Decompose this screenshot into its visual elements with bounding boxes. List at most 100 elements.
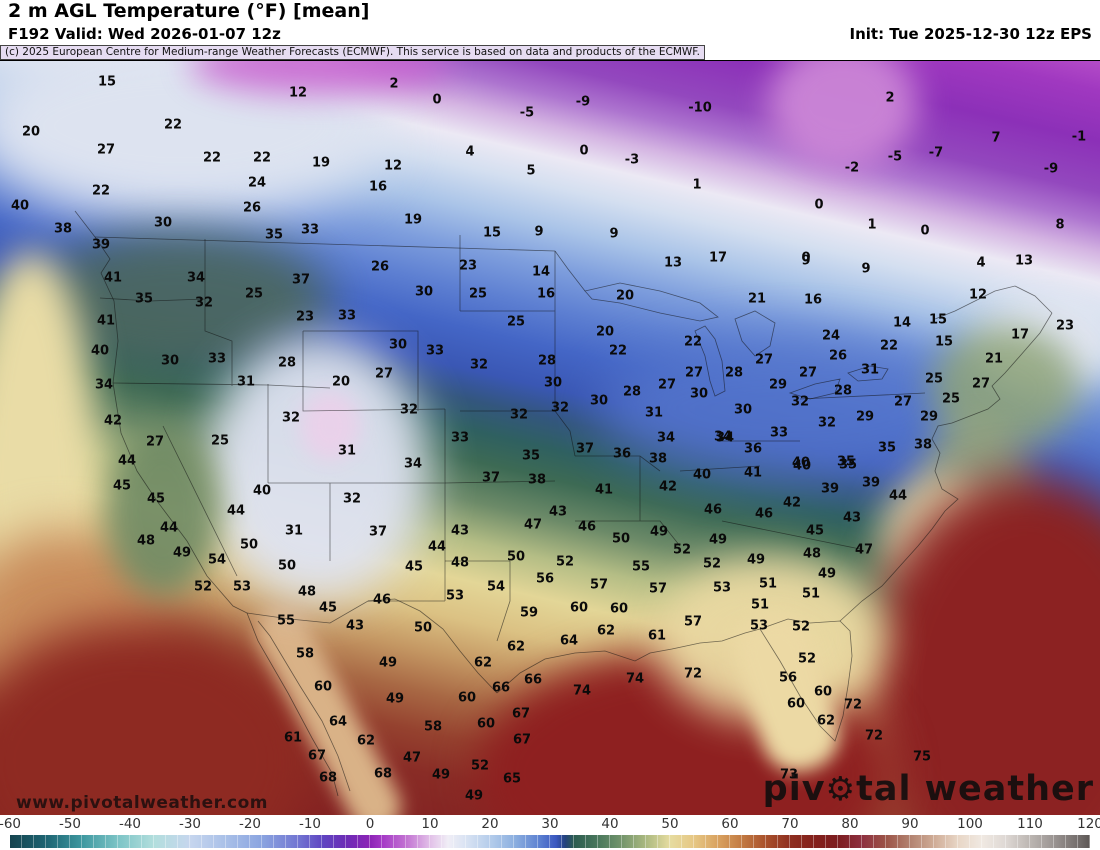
temperature-label: 58	[295, 646, 315, 662]
temperature-label: 0	[814, 197, 824, 213]
logo-prefix: piv	[762, 769, 826, 809]
temperature-label: 55	[631, 559, 651, 575]
temperature-label: 27	[971, 376, 991, 392]
temperature-label: 49	[746, 552, 766, 568]
temperature-label: 36	[612, 446, 632, 462]
colorbar-tick-label: -40	[118, 816, 142, 832]
temperature-label: 54	[486, 579, 506, 595]
temperature-label: 43	[842, 510, 862, 526]
temperature-label: 31	[860, 362, 880, 378]
temperature-label: 38	[53, 221, 73, 237]
temperature-label: 45	[318, 600, 338, 616]
colorbar-tick-label: 100	[957, 816, 983, 832]
temperature-label: 40	[10, 198, 30, 214]
temperature-label: 66	[523, 672, 543, 688]
temperature-label: 0	[432, 92, 442, 108]
temperature-label: 48	[136, 533, 156, 549]
temperature-label: 52	[797, 651, 817, 667]
temperature-label: 46	[703, 502, 723, 518]
temperature-label: 31	[337, 443, 357, 459]
temperature-label: 72	[683, 666, 703, 682]
temperature-label: 40	[90, 343, 110, 359]
temperature-label: 36	[743, 441, 763, 457]
temperature-label: 39	[820, 481, 840, 497]
copyright-bar: (c) 2025 European Centre for Medium-rang…	[0, 45, 705, 60]
temperature-label: 49	[817, 566, 837, 582]
temperature-label: 2	[389, 76, 399, 92]
temperature-label: 54	[207, 552, 227, 568]
temperature-label: 58	[423, 719, 443, 735]
temperature-label: 16	[368, 179, 388, 195]
temperature-label: -10	[688, 100, 712, 116]
colorbar-tick-label: 90	[901, 816, 919, 832]
temperature-label: 68	[373, 766, 393, 782]
temperature-label: 73	[779, 767, 799, 783]
temperature-label: 43	[548, 504, 568, 520]
temperature-label: 56	[535, 571, 555, 587]
temperature-label: 4	[465, 144, 475, 160]
temperature-label: 59	[519, 605, 539, 621]
temperature-label: 51	[750, 597, 770, 613]
temperature-label: 52	[193, 579, 213, 595]
temperature-label: 26	[242, 200, 262, 216]
colorbar-tick-label: 0	[365, 816, 375, 832]
temperature-label: 57	[589, 577, 609, 593]
temperature-label: 45	[805, 523, 825, 539]
temperature-label: 52	[555, 554, 575, 570]
colorbar-tick-label: -60	[0, 816, 22, 832]
temperature-label: 41	[103, 270, 123, 286]
temperature-label: 35	[134, 291, 154, 307]
temperature-label: 33	[337, 308, 357, 324]
temperature-label: 53	[232, 579, 252, 595]
temperature-label: 57	[683, 614, 703, 630]
temperature-label: 27	[96, 142, 116, 158]
temperature-label: 27	[754, 352, 774, 368]
temperature-label: 28	[277, 355, 297, 371]
temperature-label: 32	[399, 402, 419, 418]
temperature-label: 60	[313, 679, 333, 695]
temperature-label: 31	[236, 374, 256, 390]
temperature-label: 15	[934, 334, 954, 350]
temperature-label: 28	[622, 384, 642, 400]
temperature-label: 62	[816, 713, 836, 729]
temperature-label: 62	[596, 623, 616, 639]
temperature-label: 52	[791, 619, 811, 635]
temperature-label: 17	[1010, 327, 1030, 343]
temperature-label: 60	[813, 684, 833, 700]
colorbar-tick-label: 80	[841, 816, 859, 832]
temperature-label: 67	[511, 706, 531, 722]
temperature-label: 25	[244, 286, 264, 302]
temperature-label: 37	[368, 524, 388, 540]
temperature-label: 28	[833, 383, 853, 399]
temperature-label: 9	[861, 261, 871, 277]
temperature-label: 28	[724, 365, 744, 381]
temperature-label: 45	[146, 491, 166, 507]
temperature-label: 9	[534, 224, 544, 240]
temperature-label: 32	[194, 295, 214, 311]
temperature-label: 40	[792, 458, 812, 474]
temperature-label: 12	[383, 158, 403, 174]
temperature-label: 37	[575, 441, 595, 457]
temperature-label: 21	[747, 291, 767, 307]
temperature-label: 46	[754, 506, 774, 522]
temperature-label: 41	[743, 465, 763, 481]
temperature-label: 1	[692, 177, 702, 193]
temperature-label: 67	[512, 732, 532, 748]
temperature-label: -5	[887, 149, 903, 165]
temperature-label: 27	[893, 394, 913, 410]
temperature-label: 35	[521, 448, 541, 464]
temperature-label: -2	[844, 160, 860, 176]
colorbar-tick-label: -50	[58, 816, 82, 832]
temperature-label: 27	[374, 366, 394, 382]
temperature-label: 27	[684, 365, 704, 381]
temperature-label: 22	[683, 334, 703, 350]
temperature-label: 49	[385, 691, 405, 707]
temperature-label: 15	[928, 312, 948, 328]
temperature-label: 35	[838, 457, 858, 473]
temperature-labels-layer: 15 12 20 22 27 22 22 19 24 22 26 30 40 38 39 35 33 2 0 -9 -5…	[0, 61, 1100, 816]
temperature-label: 32	[469, 357, 489, 373]
init-time: Init: Tue 2025-12-30 12z EPS	[849, 25, 1093, 43]
temperature-label: 23	[1055, 318, 1075, 334]
temperature-label: 33	[207, 351, 227, 367]
temperature-label: 5	[526, 163, 536, 179]
